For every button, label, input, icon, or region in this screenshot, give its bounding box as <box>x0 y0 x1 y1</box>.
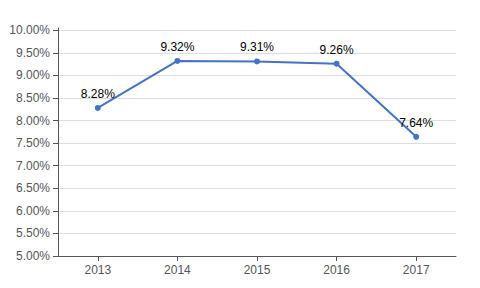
svg-text:9.26%: 9.26% <box>320 43 354 57</box>
svg-text:2013: 2013 <box>84 263 111 277</box>
svg-text:9.00%: 9.00% <box>16 68 50 82</box>
svg-text:7.00%: 7.00% <box>16 159 50 173</box>
svg-text:7.50%: 7.50% <box>16 136 50 150</box>
svg-text:5.50%: 5.50% <box>16 226 50 240</box>
svg-text:9.31%: 9.31% <box>240 40 274 54</box>
svg-text:9.32%: 9.32% <box>160 40 194 54</box>
svg-text:8.50%: 8.50% <box>16 91 50 105</box>
svg-text:2014: 2014 <box>164 263 191 277</box>
svg-text:6.50%: 6.50% <box>16 181 50 195</box>
svg-text:8.28%: 8.28% <box>81 87 115 101</box>
svg-text:9.50%: 9.50% <box>16 46 50 60</box>
svg-text:10.00%: 10.00% <box>9 23 50 37</box>
svg-text:7.64%: 7.64% <box>399 116 433 130</box>
svg-text:2017: 2017 <box>403 263 430 277</box>
svg-text:5.00%: 5.00% <box>16 249 50 263</box>
svg-text:2015: 2015 <box>244 263 271 277</box>
svg-text:6.00%: 6.00% <box>16 204 50 218</box>
svg-text:8.00%: 8.00% <box>16 114 50 128</box>
svg-text:2016: 2016 <box>323 263 350 277</box>
